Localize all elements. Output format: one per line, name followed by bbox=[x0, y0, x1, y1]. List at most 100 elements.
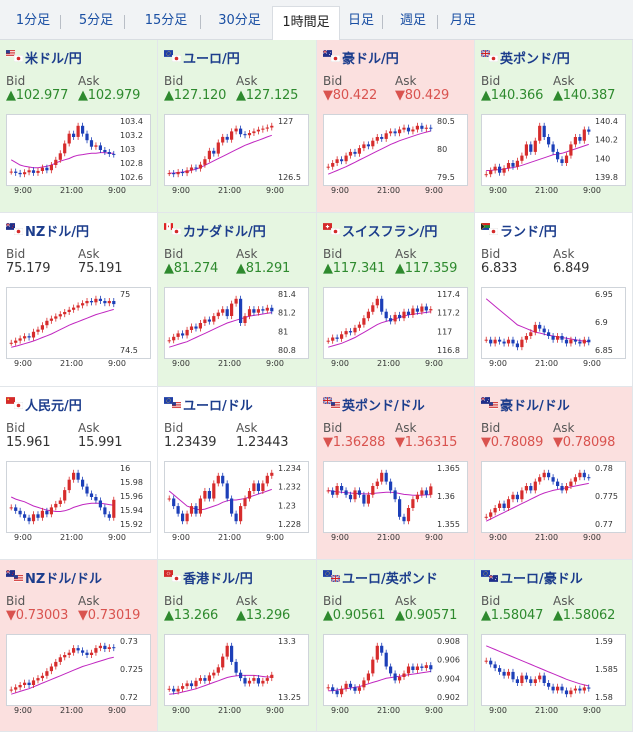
pair-title-link[interactable]: 香港ドル/円 bbox=[164, 568, 253, 587]
candle-body bbox=[582, 472, 586, 478]
pair-title-link[interactable]: ユーロ/円 bbox=[164, 48, 240, 67]
mini-chart-link[interactable] bbox=[164, 287, 309, 359]
candle-body bbox=[49, 318, 53, 321]
mini-chart-link[interactable] bbox=[323, 287, 468, 359]
candle-body bbox=[270, 125, 274, 128]
moving-average-line bbox=[11, 308, 114, 348]
candle-body bbox=[216, 312, 220, 317]
mini-chart-link[interactable] bbox=[323, 114, 468, 186]
x-tick-label: 9:00 bbox=[266, 706, 284, 715]
mini-chart-link[interactable] bbox=[481, 461, 626, 533]
mini-chart-link[interactable] bbox=[481, 287, 626, 359]
candle-body bbox=[506, 163, 511, 169]
candle-body bbox=[420, 306, 424, 312]
candle-body bbox=[27, 682, 31, 685]
candle-body bbox=[429, 486, 433, 495]
candle-body bbox=[420, 125, 424, 129]
pair-title-link[interactable]: 人民元/円 bbox=[6, 395, 82, 414]
candle-body bbox=[587, 477, 591, 479]
y-tick-label: 0.902 bbox=[437, 693, 460, 702]
mini-chart: 6.95 6.9 6.85 9:00 21:00 9:00 bbox=[484, 290, 613, 368]
candle-body bbox=[265, 475, 269, 484]
candle-body bbox=[335, 337, 339, 339]
rate-cell: NZドル/円 Bid Ask 75.179 75.191 75 74.5 9:00 21:00 9… bbox=[0, 213, 158, 387]
x-tick-label: 9:00 bbox=[108, 706, 126, 715]
x-tick-label: 9:00 bbox=[14, 706, 32, 715]
y-tick-label: 6.95 bbox=[595, 290, 613, 299]
y-tick-label: 75 bbox=[120, 290, 130, 299]
pair-name: ユーロ/豪ドル bbox=[500, 572, 583, 587]
tab-2[interactable]: 15分足 bbox=[134, 6, 201, 36]
candle-body bbox=[76, 648, 80, 651]
y-tick-label: 117.4 bbox=[437, 290, 460, 299]
pair-title-link[interactable]: ランド/円 bbox=[481, 221, 557, 240]
pair-title-link[interactable]: ユーロ/英ポンド bbox=[323, 568, 438, 587]
candle-body bbox=[511, 163, 515, 167]
pair-title-link[interactable]: 米ドル/円 bbox=[6, 48, 82, 67]
y-tick-label: 15.98 bbox=[120, 478, 143, 487]
x-tick-label: 9:00 bbox=[489, 186, 507, 195]
mini-chart-link[interactable] bbox=[481, 634, 626, 706]
bid-label: Bid bbox=[164, 594, 184, 608]
flag-icon-jp bbox=[331, 228, 340, 235]
tab-6[interactable]: 週足 bbox=[391, 6, 438, 36]
candle-body bbox=[573, 137, 577, 145]
candle-body bbox=[40, 675, 44, 679]
x-tick-label: 9:00 bbox=[425, 533, 443, 542]
y-tick-label: 13.25 bbox=[278, 693, 301, 702]
tab-4[interactable]: 1時間足 bbox=[272, 6, 340, 40]
ask-value: 6.849 bbox=[553, 261, 590, 276]
tab-3[interactable]: 30分足 bbox=[218, 13, 261, 28]
tab-7[interactable]: 月足 bbox=[449, 13, 476, 28]
pair-title-link[interactable]: カナダドル/円 bbox=[164, 221, 266, 240]
y-tick-label: 1.228 bbox=[278, 520, 301, 529]
tab-5[interactable]: 日足 bbox=[342, 6, 383, 36]
pair-title-link[interactable]: スイスフラン/円 bbox=[323, 221, 437, 240]
candle-body bbox=[357, 687, 361, 691]
x-tick-label: 9:00 bbox=[14, 186, 32, 195]
mini-chart: 13.3 13.25 9:00 21:00 9:00 bbox=[167, 637, 301, 715]
x-tick-label: 9:00 bbox=[583, 706, 601, 715]
pair-title-link[interactable]: NZドル/円 bbox=[6, 221, 89, 240]
candle-body bbox=[538, 477, 542, 482]
ask-label: Ask bbox=[78, 247, 100, 261]
candle-body bbox=[89, 140, 94, 147]
tab-0[interactable]: 1分足 bbox=[8, 6, 61, 36]
pair-title-link[interactable]: 英ポンド/円 bbox=[481, 48, 570, 67]
candle-body bbox=[81, 303, 85, 306]
candle-body bbox=[533, 324, 537, 333]
mini-chart-link[interactable] bbox=[323, 634, 468, 706]
mini-chart-link[interactable] bbox=[323, 461, 468, 533]
candle-body bbox=[243, 316, 247, 323]
candle-body bbox=[560, 486, 564, 491]
pair-name: 人民元/円 bbox=[25, 399, 82, 414]
moving-average-line bbox=[169, 312, 272, 348]
tab-1[interactable]: 5分足 bbox=[70, 6, 125, 36]
candle-body bbox=[261, 309, 265, 311]
pair-title-link[interactable]: ユーロ/ドル bbox=[164, 395, 253, 414]
candle-body bbox=[221, 309, 225, 313]
mini-chart-link[interactable] bbox=[6, 287, 151, 359]
pair-title-link[interactable]: NZドル/ドル bbox=[6, 568, 102, 587]
candle-body bbox=[94, 145, 98, 147]
y-tick-label: 1.36 bbox=[437, 492, 455, 501]
pair-title-link[interactable]: 英ポンド/ドル bbox=[323, 395, 425, 414]
candle-body bbox=[542, 328, 546, 333]
y-tick-label: 15.92 bbox=[120, 520, 143, 529]
flag-icon-uk bbox=[481, 50, 490, 57]
x-tick-label: 21:00 bbox=[60, 706, 83, 715]
candle-body bbox=[348, 151, 353, 156]
mini-chart: 117.4 117.2 117 116.8 9:00 21:00 9:00 bbox=[326, 290, 460, 368]
ask-value: ▲1.58062 bbox=[553, 608, 616, 623]
candle-body bbox=[212, 672, 216, 676]
candle-body bbox=[45, 167, 49, 171]
candle-body bbox=[176, 333, 180, 337]
candle-body bbox=[14, 507, 18, 511]
bid-label: Bid bbox=[6, 74, 26, 88]
candle-body bbox=[107, 647, 111, 649]
pair-title-link[interactable]: 豪ドル/ドル bbox=[481, 395, 570, 414]
pair-title-link[interactable]: 豪ドル/円 bbox=[323, 48, 399, 67]
pair-title-link[interactable]: ユーロ/豪ドル bbox=[481, 568, 583, 587]
pair-name: 豪ドル/ドル bbox=[500, 399, 570, 414]
candle-body bbox=[402, 673, 406, 677]
